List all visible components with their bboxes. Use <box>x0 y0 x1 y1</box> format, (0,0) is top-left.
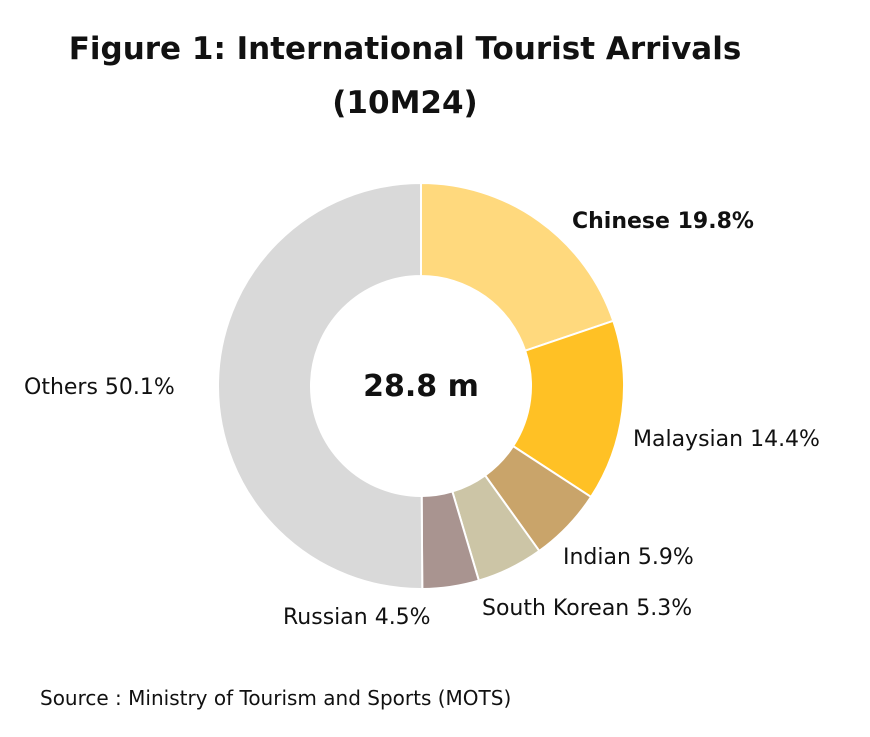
slice-label-chinese: Chinese 19.8% <box>572 209 754 234</box>
slice-label-malaysian: Malaysian 14.4% <box>633 427 820 452</box>
chart-title-line-2: (10M24) <box>332 85 478 121</box>
center-total-label: 28.8 m <box>363 369 479 404</box>
slice-chinese <box>420 181 615 352</box>
slice-labels: Chinese 19.8% Malaysian 14.4% Indian 5.9% S… <box>24 209 820 630</box>
chart-title-line-1: Figure 1: International Tourist Arrivals <box>68 31 742 67</box>
slice-label-indian: Indian 5.9% <box>563 545 694 570</box>
slice-label-others: Others 50.1% <box>24 375 175 400</box>
slice-others <box>217 181 424 590</box>
slice-label-south-korean: South Korean 5.3% <box>482 596 692 621</box>
source-note: Source : Ministry of Tourism and Sports … <box>40 686 512 710</box>
donut-slices <box>217 181 625 591</box>
slice-label-russian: Russian 4.5% <box>283 605 431 630</box>
